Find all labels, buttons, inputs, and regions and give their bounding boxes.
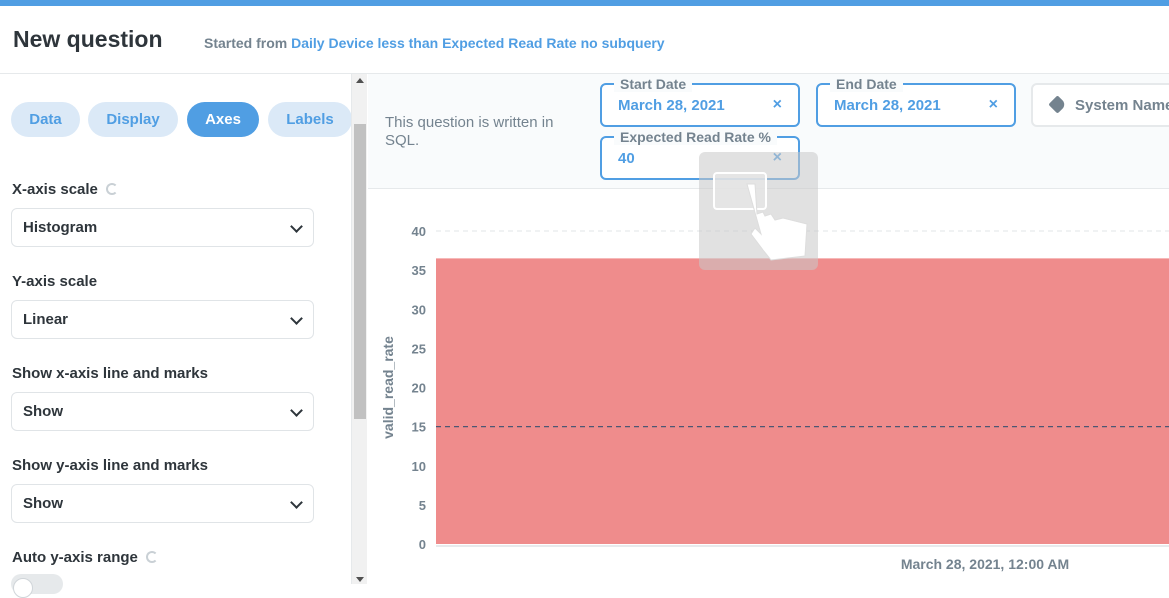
tag-icon: [1048, 95, 1067, 114]
x-tick-label: March 28, 2021, 12:00 AM: [901, 556, 1069, 572]
show-x-axis-value: Show: [23, 403, 63, 420]
show-x-axis-label: Show x-axis line and marks: [12, 365, 208, 382]
bar-chart: 0 5 10 15 20 25 30 35 40 valid_read_rate March 28,…: [380, 224, 1169, 572]
end-date-label: End Date: [830, 76, 903, 92]
scroll-down-icon[interactable]: [356, 577, 364, 582]
started-from-prefix: Started from: [204, 35, 288, 51]
show-y-axis-select[interactable]: Show: [11, 484, 314, 523]
chart-area: 0 5 10 15 20 25 30 35 40 valid_read_rate March 28,…: [368, 190, 1169, 584]
x-axis-scale-label: X-axis scale: [12, 181, 118, 198]
y-axis-scale-select[interactable]: Linear: [11, 300, 314, 339]
expected-read-rate-value: 40: [618, 150, 635, 167]
scroll-thumb[interactable]: [354, 124, 366, 419]
chevron-down-icon: [290, 404, 303, 417]
sql-note: This question is written in SQL.: [385, 114, 554, 149]
reset-icon[interactable]: [105, 183, 118, 195]
auto-y-axis-range-text: Auto y-axis range: [12, 549, 138, 566]
system-name-filter[interactable]: System Name: [1031, 83, 1169, 127]
sidebar-scrollbar[interactable]: [351, 74, 367, 584]
scroll-up-icon[interactable]: [356, 78, 364, 83]
auto-y-axis-range-label: Auto y-axis range: [12, 549, 158, 566]
tab-display[interactable]: Display: [88, 102, 178, 137]
start-date-value: March 28, 2021: [618, 97, 725, 114]
show-y-axis-value: Show: [23, 495, 63, 512]
toggle-knob: [13, 578, 33, 598]
y-tick-label: 25: [412, 341, 426, 356]
y-tick-label: 35: [412, 263, 426, 278]
y-tick-label: 15: [412, 420, 426, 435]
y-axis-scale-label: Y-axis scale: [12, 273, 98, 290]
y-tick-label: 20: [412, 381, 426, 396]
y-tick-label: 0: [419, 537, 426, 552]
y-tick-label: 5: [419, 498, 426, 513]
top-accent-bar: [0, 0, 1169, 6]
show-x-axis-select[interactable]: Show: [11, 392, 314, 431]
show-y-axis-label: Show y-axis line and marks: [12, 457, 208, 474]
started-from-link[interactable]: Daily Device less than Expected Read Rat…: [291, 35, 665, 51]
system-name-label: System Name: [1075, 97, 1169, 114]
y-tick-label: 30: [412, 302, 426, 317]
page-header: New question Started from Daily Device l…: [0, 6, 1169, 74]
tap-target-icon: [713, 172, 767, 210]
start-date-filter[interactable]: Start Date March 28, 2021 ×: [600, 76, 800, 127]
tab-axes[interactable]: Axes: [187, 102, 259, 137]
start-date-label: Start Date: [614, 76, 693, 92]
tab-data[interactable]: Data: [11, 102, 80, 137]
chevron-down-icon: [290, 312, 303, 325]
y-axis-label: valid_read_rate: [380, 336, 396, 439]
end-date-filter[interactable]: End Date March 28, 2021 ×: [816, 76, 1016, 127]
y-tick-label: 10: [412, 459, 426, 474]
reset-icon[interactable]: [145, 551, 158, 563]
x-axis-scale-label-text: X-axis scale: [12, 181, 98, 198]
chevron-down-icon: [290, 220, 303, 233]
close-icon[interactable]: ×: [772, 96, 782, 113]
expected-read-rate-label: Expected Read Rate %: [614, 129, 777, 145]
x-axis-scale-value: Histogram: [23, 219, 98, 236]
auto-y-axis-range-toggle[interactable]: [11, 574, 63, 598]
tap-gesture-overlay: [699, 152, 818, 270]
started-from-text: Started from Daily Device less than Expe…: [204, 35, 665, 51]
settings-sidebar: Data Display Axes Labels X-axis scale Hi…: [0, 74, 352, 598]
tab-labels[interactable]: Labels: [268, 102, 352, 137]
y-axis-scale-value: Linear: [23, 311, 69, 328]
bar: [436, 258, 1169, 544]
page-title: New question: [13, 26, 163, 52]
hand-pointer-icon: [746, 183, 808, 261]
x-axis-scale-select[interactable]: Histogram: [11, 208, 314, 247]
end-date-value: March 28, 2021: [834, 97, 941, 114]
chevron-down-icon: [290, 496, 303, 509]
y-tick-label: 40: [412, 224, 426, 239]
close-icon[interactable]: ×: [988, 96, 998, 113]
